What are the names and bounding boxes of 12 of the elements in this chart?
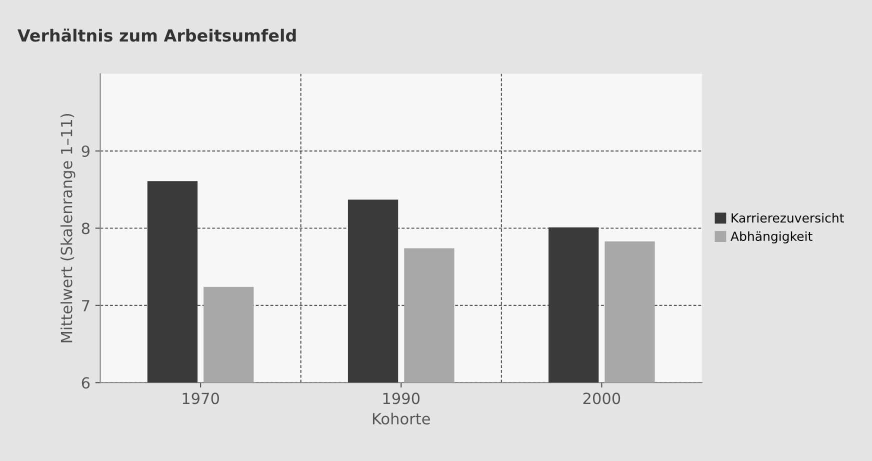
chart-title: Verhältnis zum Arbeitsumfeld bbox=[18, 28, 296, 42]
legend-label: Abhängigkeit bbox=[730, 231, 812, 244]
legend-label: Karrierezuversicht bbox=[732, 212, 844, 223]
y-tick-label: 9 bbox=[82, 145, 90, 157]
x-tick-label: 1970 bbox=[182, 392, 219, 404]
y-tick-label: 8 bbox=[82, 222, 90, 234]
x-axis-title: Kohorte bbox=[372, 412, 430, 425]
x-tick-label: 2000 bbox=[583, 392, 620, 404]
y-axis-title: Mittelwert (Skalenrange 1–11) bbox=[60, 114, 76, 342]
y-tick-label: 6 bbox=[82, 377, 90, 389]
y-tick-label: 7 bbox=[82, 300, 90, 312]
x-tick-label: 1990 bbox=[383, 392, 420, 404]
